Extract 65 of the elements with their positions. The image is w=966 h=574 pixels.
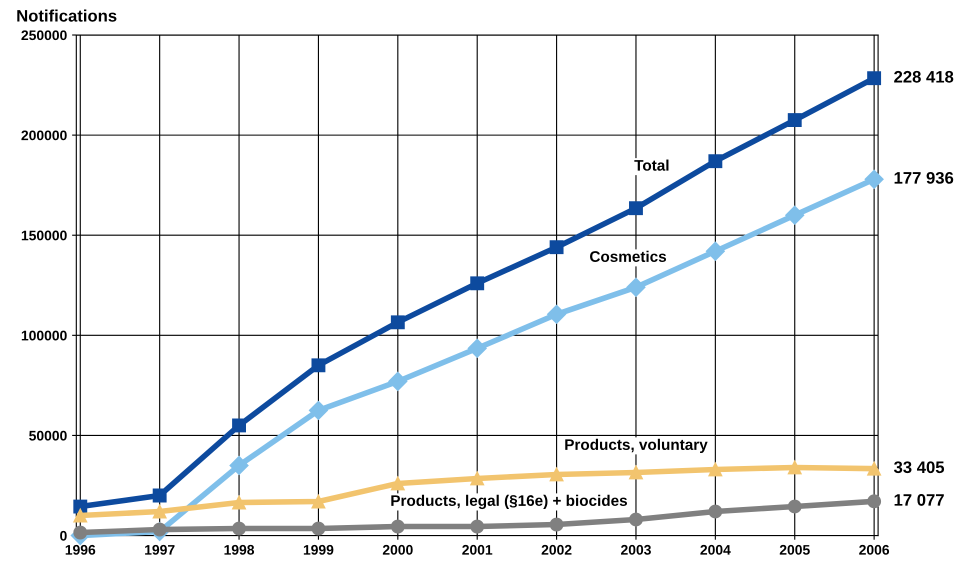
point [785,206,804,225]
point [550,240,564,254]
point [867,462,882,476]
point [152,504,167,518]
point [629,201,643,216]
data-label: 177 936 [894,172,954,184]
data-label: 17 077 [894,494,944,506]
point [550,468,564,482]
point [708,462,722,476]
point [706,242,725,261]
point [629,466,643,480]
point [626,278,646,297]
point [388,372,408,391]
point [308,400,328,420]
point [864,170,884,189]
series-label: Cosmetics [590,250,666,262]
point [390,520,405,534]
x-tick-label: 2004 [700,544,731,555]
point [468,338,487,358]
point [232,496,246,510]
x-tick-label: 1999 [304,544,334,555]
y-tick-label: 50000 [29,430,67,441]
x-tick-label: 2006 [859,544,890,555]
point [230,456,249,475]
x-tick-label: 2002 [542,544,572,555]
y-axis-title: Notifications [17,9,116,22]
y-tick-label: 250000 [21,30,67,40]
point [788,460,802,474]
series-label: Total [634,160,668,171]
point [311,358,326,372]
point [867,494,882,508]
point [390,476,405,490]
point [629,512,643,526]
x-tick-label: 1996 [66,544,96,555]
y-tick-label: 0 [60,530,67,541]
point [470,276,484,290]
point [73,508,88,522]
point [152,488,167,502]
data-label: 228 418 [894,70,954,83]
point [232,418,246,432]
point [708,504,722,518]
x-tick-label: 2000 [382,544,413,555]
y-tick-label: 100000 [22,330,67,340]
x-tick-label: 2005 [780,544,810,555]
x-tick-label: 1997 [145,544,175,555]
point [470,520,484,534]
point [390,315,405,330]
point [550,518,564,532]
point [867,71,882,86]
point [788,500,802,514]
point [470,472,484,486]
point [311,522,326,536]
x-tick-label: 1998 [224,544,254,555]
data-label: 33 405 [894,461,944,474]
point [708,154,722,168]
point [547,304,566,324]
x-tick-label: 2003 [621,544,651,555]
point [232,522,246,536]
point [311,494,326,508]
x-tick-label: 2001 [462,544,492,555]
y-tick-label: 200000 [21,130,67,140]
point [788,113,802,128]
y-tick-label: 150000 [22,230,67,240]
series-label: Products, legal (§16e) + biocides [391,494,627,510]
series-label: Products, voluntary [565,438,708,454]
